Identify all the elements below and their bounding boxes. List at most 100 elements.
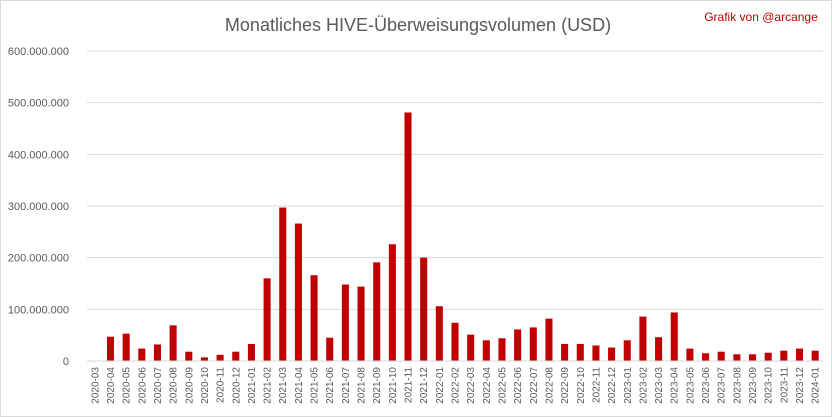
bar-2022-12 [608,347,616,361]
y-tick-label: 400.000.000 [8,149,69,161]
y-tick-label: 200.000.000 [8,253,69,265]
bar-2021-09 [373,262,381,361]
x-tick-label: 2024-01 [811,367,822,404]
bar-2021-08 [357,286,365,361]
x-tick-label: 2021-06 [325,367,336,404]
x-tick-label: 2020-08 [169,367,180,404]
y-tick-label: 300.000.000 [8,201,69,213]
bar-2023-01 [623,340,631,361]
bar-2020-10 [200,357,208,361]
bar-2023-03 [655,337,663,361]
bar-2020-07 [153,344,161,361]
bar-2020-04 [106,336,115,361]
x-tick-label: 2020-11 [216,367,227,403]
bar-2023-09 [749,354,757,361]
bar-2022-10 [576,343,584,361]
x-tick-label: 2022-01 [435,367,446,404]
bar-2021-11 [404,112,412,361]
bar-2021-03 [279,207,287,361]
bar-2022-01 [435,306,443,361]
x-tick-label: 2022-06 [513,367,524,404]
bar-2022-07 [529,327,537,361]
y-axis-tick-labels: 0 100.000.000 200.000.000 300.000.000 400.00… [8,46,69,368]
x-tick-label: 2021-05 [310,367,321,404]
bar-2023-02 [639,316,647,361]
bar-2021-07 [341,284,349,361]
x-tick-label: 2021-03 [278,367,289,404]
bar-2021-02 [263,278,271,361]
x-tick-label: 2021-01 [247,367,258,404]
bar-2021-01 [247,343,255,361]
bar-2021-12 [420,257,428,361]
gridlines [87,50,823,310]
x-tick-label: 2020-05 [122,367,133,404]
bar-2023-11 [780,350,788,361]
chart-credit: Grafik von @arcange [704,10,818,24]
x-tick-label: 2023-12 [795,367,806,404]
x-tick-label: 2022-08 [544,367,555,404]
x-tick-label: 2022-12 [607,367,618,404]
x-tick-label: 2021-12 [419,367,430,404]
bar-2022-11 [592,345,600,361]
x-tick-label: 2023-06 [701,367,712,404]
bar-2022-06 [514,329,522,361]
bar-2023-08 [733,354,741,361]
x-tick-label: 2022-07 [529,367,540,404]
bar-2021-04 [294,223,302,361]
x-tick-label: 2022-02 [451,367,462,404]
x-tick-label: 2023-08 [732,367,743,404]
x-tick-label: 2022-10 [576,367,587,404]
x-tick-label: 2022-04 [482,367,493,404]
bar-2022-09 [561,343,569,361]
x-tick-label: 2023-04 [670,367,681,404]
x-tick-label: 2020-12 [231,367,242,404]
x-axis-tick-labels: 2020-03 2020-04 2020-05 2020-06 2020-07 2020-… [90,367,821,404]
x-tick-label: 2020-07 [153,367,164,404]
chart-title: Monatliches HIVE-Überweisungsvolumen (US… [225,15,611,35]
x-tick-label: 2023-10 [764,367,775,404]
x-tick-label: 2023-09 [748,367,759,404]
bar-2023-12 [795,348,804,361]
y-tick-label: 500.000.000 [8,98,69,110]
x-tick-label: 2021-10 [388,367,399,404]
bar-2024-01 [811,350,819,361]
bar-2020-05 [122,333,130,361]
x-tick-label: 2020-03 [90,367,101,404]
bar-2020-12 [232,351,240,361]
bar-2023-07 [717,351,725,361]
bar-2022-04 [482,340,490,361]
x-tick-label: 2022-09 [560,367,571,404]
x-tick-label: 2020-04 [106,367,117,404]
x-tick-label: 2023-03 [654,367,665,404]
bar-2020-11 [216,354,224,361]
bar-2022-02 [451,322,459,361]
x-tick-label: 2021-07 [341,367,352,404]
x-tick-label: 2023-11 [779,367,790,403]
x-tick-label: 2023-07 [717,367,728,404]
x-tick-label: 2022-05 [497,367,508,404]
bar-2023-10 [764,352,772,361]
bar-2020-08 [169,325,177,361]
bar-2020-06 [138,348,146,361]
bar-2023-05 [686,348,694,361]
x-tick-label: 2021-02 [263,367,274,404]
x-tick-label: 2021-08 [357,367,368,404]
x-tick-label: 2020-09 [184,367,195,404]
bar-2023-06 [702,353,710,361]
x-tick-label: 2023-05 [685,367,696,404]
y-tick-label: 600.000.000 [8,46,69,58]
x-tick-label: 2021-11 [404,367,415,403]
y-tick-label: 0 [63,356,69,368]
bar-2022-08 [545,318,553,361]
bar-2022-03 [467,334,475,361]
x-tick-label: 2020-10 [200,367,211,404]
bar-2022-05 [498,338,506,361]
y-tick-label: 100.000.000 [8,304,69,316]
bar-2021-10 [388,244,396,361]
bars [106,112,819,361]
bar-2021-05 [310,275,318,361]
x-tick-label: 2021-04 [294,367,305,404]
bar-2023-04 [670,312,678,361]
